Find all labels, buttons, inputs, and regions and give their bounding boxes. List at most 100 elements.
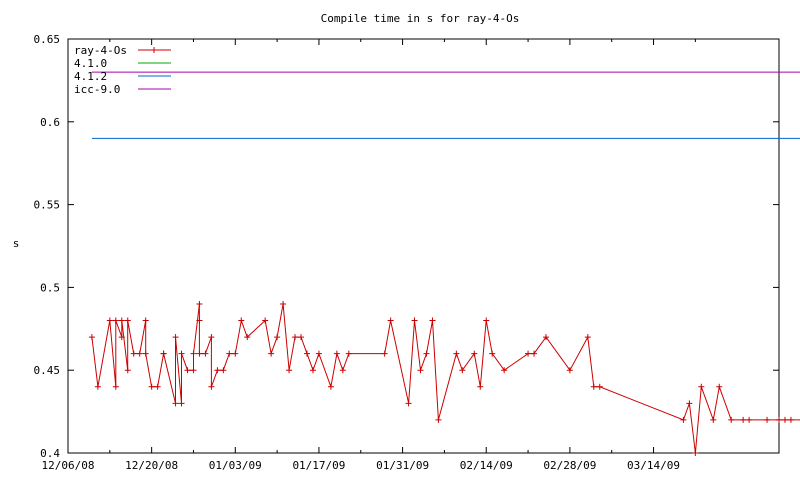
y-tick-label: 0.5	[40, 281, 60, 294]
data-point-ray-4-os	[776, 416, 782, 423]
x-tick-label: 01/03/09	[209, 459, 262, 472]
x-tick-label: 02/28/09	[543, 459, 596, 472]
x-tick-label: 01/31/09	[376, 459, 429, 472]
series-layer	[88, 71, 800, 456]
data-point-ray-4-os	[566, 367, 573, 374]
data-point-ray-4-os	[686, 400, 693, 407]
data-point-ray-4-os	[238, 317, 245, 324]
plot-frame	[67, 38, 780, 454]
data-point-ray-4-os	[596, 383, 603, 390]
data-point-ray-4-os	[274, 334, 281, 341]
data-point-ray-4-os	[280, 300, 287, 307]
data-point-ray-4-os	[106, 317, 113, 324]
data-point-ray-4-os	[292, 334, 299, 341]
data-point-ray-4-os	[327, 383, 334, 390]
data-point-ray-4-os	[728, 416, 735, 423]
data-point-ray-4-os	[214, 367, 221, 374]
legend-label-icc-9-0: icc-9.0	[74, 83, 120, 96]
data-point-ray-4-os	[160, 350, 167, 357]
data-point-ray-4-os	[196, 317, 203, 324]
data-point-ray-4-os	[387, 317, 394, 324]
data-point-ray-4-os	[746, 416, 753, 423]
data-point-ray-4-os	[196, 300, 203, 307]
data-point-ray-4-os	[315, 350, 322, 357]
data-point-ray-4-os	[435, 416, 442, 423]
x-tick-label: 02/14/09	[460, 459, 513, 472]
data-point-ray-4-os	[220, 367, 227, 374]
data-point-ray-4-os	[716, 383, 723, 390]
legend-label-4-1-2: 4.1.2	[74, 70, 107, 83]
data-point-ray-4-os	[118, 317, 125, 324]
data-point-ray-4-os	[196, 350, 203, 357]
data-point-ray-4-os	[112, 317, 119, 324]
data-point-ray-4-os	[190, 350, 197, 357]
x-tick-label: 03/14/09	[627, 459, 680, 472]
data-point-ray-4-os	[531, 350, 538, 357]
data-point-ray-4-os	[345, 350, 352, 357]
chart-title: Compile time in s for ray-4-Os	[321, 12, 520, 25]
data-point-ray-4-os	[154, 383, 161, 390]
data-point-ray-4-os	[303, 350, 310, 357]
data-point-ray-4-os	[124, 367, 131, 374]
data-point-ray-4-os	[423, 350, 430, 357]
data-point-ray-4-os	[244, 334, 251, 341]
data-point-ray-4-os	[178, 400, 185, 407]
data-point-ray-4-os	[525, 350, 532, 357]
data-point-ray-4-os	[190, 367, 197, 374]
data-point-ray-4-os	[268, 350, 275, 357]
data-point-ray-4-os	[483, 317, 490, 324]
data-point-ray-4-os	[208, 383, 215, 390]
series-line-ray-4-os	[91, 303, 800, 454]
data-point-ray-4-os	[178, 350, 185, 357]
data-point-ray-4-os	[501, 367, 508, 374]
data-point-ray-4-os	[333, 350, 340, 357]
data-point-ray-4-os	[680, 416, 687, 423]
data-point-ray-4-os	[142, 350, 149, 357]
data-point-ray-4-os	[411, 317, 418, 324]
legend-label-ray-4-os: ray-4-Os	[74, 44, 127, 57]
y-tick-label: 0.4	[40, 447, 60, 460]
legend-label-4-1-0: 4.1.0	[74, 57, 107, 70]
y-tick-label: 0.6	[40, 116, 60, 129]
data-point-ray-4-os	[698, 383, 705, 390]
data-point-ray-4-os	[88, 334, 95, 341]
y-axis: 0.4 0.45 0.5 0.55 0.6 0.65	[34, 33, 779, 460]
data-point-ray-4-os	[453, 350, 460, 357]
data-point-ray-4-os	[202, 350, 209, 357]
data-point-ray-4-os	[148, 383, 155, 390]
data-point-ray-4-os	[232, 350, 239, 357]
data-point-ray-4-os	[417, 367, 424, 374]
data-point-ray-4-os	[286, 367, 293, 374]
data-point-ray-4-os	[184, 367, 191, 374]
data-point-ray-4-os	[124, 317, 131, 324]
x-axis: 12/06/08 12/20/08 01/03/09 01/17/09 01/31/09…	[42, 39, 696, 472]
data-point-ray-4-os	[489, 350, 496, 357]
data-point-ray-4-os	[692, 450, 699, 456]
data-point-ray-4-os	[584, 334, 591, 341]
data-point-ray-4-os	[542, 334, 549, 341]
data-point-ray-4-os	[787, 416, 794, 423]
data-point-ray-4-os	[208, 334, 215, 341]
data-point-ray-4-os	[94, 383, 101, 390]
data-point-ray-4-os	[130, 350, 137, 357]
data-point-ray-4-os	[298, 334, 305, 341]
data-point-ray-4-os	[381, 350, 388, 357]
data-point-ray-4-os	[781, 416, 788, 423]
data-point-ray-4-os	[172, 400, 179, 407]
data-point-ray-4-os	[764, 416, 771, 423]
y-axis-label: s	[13, 237, 20, 250]
data-point-ray-4-os	[471, 350, 478, 357]
data-point-ray-4-os	[226, 350, 233, 357]
data-point-ray-4-os	[172, 334, 179, 341]
x-tick-label: 01/17/09	[292, 459, 345, 472]
data-point-ray-4-os	[459, 367, 466, 374]
data-point-ray-4-os	[590, 383, 597, 390]
y-tick-label: 0.45	[34, 364, 61, 377]
data-point-ray-4-os	[477, 383, 484, 390]
data-point-ray-4-os	[142, 317, 149, 324]
data-point-ray-4-os	[136, 350, 143, 357]
data-point-ray-4-os	[405, 400, 412, 407]
legend-marker-ray-4-os	[151, 47, 157, 53]
